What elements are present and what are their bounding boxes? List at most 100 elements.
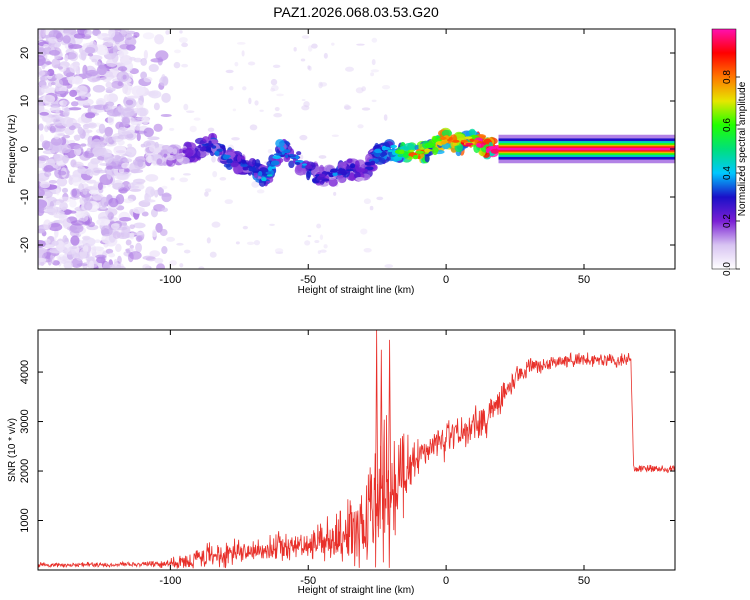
spectrogram-ridge-core <box>214 150 220 156</box>
spectrogram-noise-cell <box>242 225 248 230</box>
spectrogram-noise-cell <box>122 74 127 80</box>
spectrogram-noise-cell <box>103 94 110 102</box>
spectrogram-ridge-cell <box>393 156 403 161</box>
spectrogram-noise-cell <box>198 266 205 269</box>
spectrogram-noise-cell <box>371 37 378 43</box>
spectrogram-ridge-core <box>280 146 285 151</box>
spectrogram-noise-cell <box>112 34 125 43</box>
spectrogram-ridge-core <box>294 161 301 166</box>
spectrogram-ridge-core <box>332 172 338 177</box>
spectrogram-ridge-core <box>267 174 273 177</box>
spectrogram-noise-cell <box>61 187 69 193</box>
spectrogram-noise-cell <box>56 177 68 187</box>
spectrogram-noise-cell <box>66 77 74 81</box>
spectrogram-noise-cell <box>55 73 64 80</box>
spectrogram-noise-cell <box>122 117 130 127</box>
spectrogram-noise-cell <box>225 69 234 74</box>
spectrogram-noise-cell <box>38 257 47 263</box>
spectrogram-noise-cell <box>38 29 46 38</box>
spectrogram-noise-cell <box>95 97 107 107</box>
spectrogram-noise-cell <box>246 241 255 246</box>
spectrogram-noise-cell <box>235 241 240 245</box>
spectrogram-noise-cell <box>318 81 323 89</box>
spectrogram-noise-cell <box>224 199 234 205</box>
spectrogram-noise-cell <box>94 104 108 111</box>
spectrogram-noise-cell <box>62 100 71 105</box>
spectrogram-xtick-label: -50 <box>300 274 316 286</box>
spectrogram-noise-cell <box>234 61 239 67</box>
spectrogram-ridge-core <box>374 148 382 154</box>
spectrogram-noise-cell <box>361 107 371 111</box>
spectrogram-noise-cell <box>161 207 169 213</box>
spectrogram-ridge-core <box>182 149 186 154</box>
spectrogram-ytick-label: 20 <box>19 47 31 59</box>
spectrogram-ridge-cell <box>172 148 178 155</box>
spectrogram-noise-cell <box>53 116 64 120</box>
spectrogram-noise-cell <box>142 264 150 269</box>
spectrogram-noise-cell <box>193 117 201 121</box>
spectrogram-ridge-cell <box>236 154 242 163</box>
spectrogram-noise-cell <box>323 52 328 59</box>
spectrogram-noise-cell <box>370 72 375 77</box>
spectrogram-noise-cell <box>100 225 113 237</box>
spectrogram-ridge-cell <box>202 136 210 142</box>
spectrogram-noise-cell <box>189 125 197 133</box>
spectrogram-noise-cell <box>132 108 141 114</box>
spectrogram-noise-cell <box>135 242 142 253</box>
spectrogram-noise-cell <box>159 228 168 237</box>
spectrogram-noise-cell <box>376 196 384 201</box>
spectrogram-noise-cell <box>117 139 125 146</box>
spectrogram-noise-cell <box>132 206 145 214</box>
spectrogram-ytick-label: -20 <box>19 237 31 253</box>
spectrogram-noise-cell <box>314 239 320 244</box>
spectrogram-noise-cell <box>186 110 195 113</box>
spectrogram-noise-cell <box>113 258 118 267</box>
spectrogram-noise-cell <box>89 260 95 269</box>
spectrogram-noise-cell <box>145 194 152 202</box>
spectrogram-ridge-core <box>233 157 237 161</box>
snr-ytick-label: 3000 <box>19 409 31 433</box>
spectrogram-noise-cell <box>63 260 73 269</box>
spectrogram-noise-cell <box>178 37 188 43</box>
spectrogram-noise-cell <box>270 78 278 86</box>
spectrogram-xtick-label: 50 <box>578 274 590 286</box>
spectrogram-ridge-core <box>273 153 282 156</box>
spectrogram-noise-cell <box>55 188 60 196</box>
spectrogram-ridge-core <box>350 163 356 169</box>
spectrogram-noise-cell <box>253 240 261 246</box>
spectrogram-ridge-core <box>265 171 272 175</box>
spectrogram-noise-cell <box>64 54 69 62</box>
spectrogram-noise-cell <box>38 155 50 161</box>
snr-spike <box>375 330 379 527</box>
spectrogram-noise-cell <box>134 130 147 134</box>
spectrogram-noise-cell <box>249 124 258 131</box>
spectrogram-noise-cell <box>143 76 153 83</box>
spectrogram-noise-cell <box>54 86 60 92</box>
spectrogram-noise-cell <box>76 263 88 267</box>
spectrogram-ridge-cell <box>275 139 285 148</box>
spectrogram-noise-cell <box>117 134 129 140</box>
spectrogram-noise-cell <box>48 36 58 44</box>
spectrogram-noise-cell <box>169 127 175 131</box>
spectrogram-xtick-label: 0 <box>443 274 449 286</box>
spectrogram-ridge-core <box>243 167 249 171</box>
spectrogram-noise-cell <box>333 191 337 196</box>
spectrogram-noise-cell <box>39 111 49 116</box>
spectrogram-noise-cell <box>267 148 273 154</box>
spectrogram-noise-cell <box>318 155 327 159</box>
spectrogram-ridge-core <box>248 166 257 172</box>
spectrogram-carrier-band <box>498 147 675 151</box>
spectrogram-ridge-core <box>224 154 231 158</box>
spectrogram-noise-cell <box>161 246 168 255</box>
spectrogram-ridge-core <box>381 151 387 156</box>
spectrogram-noise-cell <box>62 35 71 44</box>
spectrogram-noise-cell <box>43 43 49 48</box>
spectrogram-noise-cell <box>118 187 128 194</box>
spectrogram-noise-cell <box>148 90 162 99</box>
snr-xtick-label: 0 <box>443 575 449 587</box>
spectrogram-noise-cell <box>157 187 164 196</box>
spectrogram-noise-cell <box>69 89 78 97</box>
colorbar-tick-label: 0.4 <box>722 166 733 180</box>
